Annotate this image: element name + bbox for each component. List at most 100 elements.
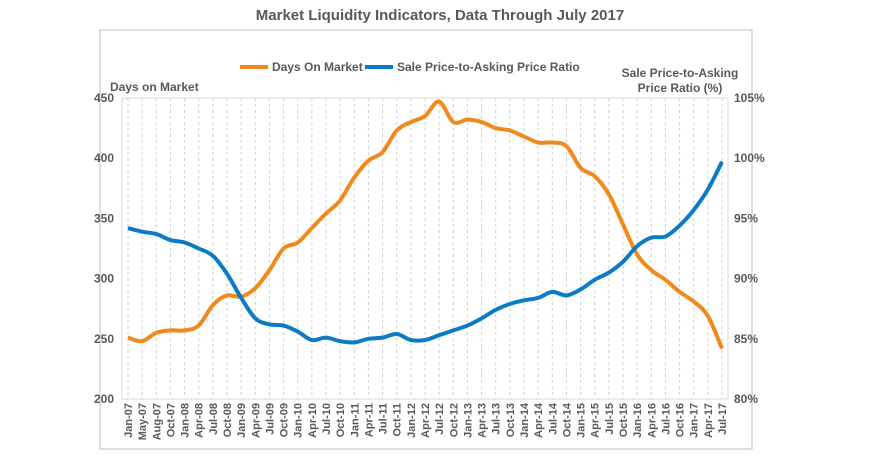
price-ratio-point xyxy=(141,231,143,233)
x-tick-label: Oct-11 xyxy=(392,403,404,437)
price-ratio-point xyxy=(212,255,214,257)
x-tick-label: Oct-16 xyxy=(675,403,687,437)
x-tick-label: Jul-13 xyxy=(491,403,503,435)
price-ratio-point xyxy=(127,227,129,229)
days-on-market-point xyxy=(650,269,652,271)
left-axis-label: Days on Market xyxy=(110,80,199,94)
days-on-market-point xyxy=(254,287,256,289)
price-ratio-point xyxy=(382,337,384,339)
right-tick-label: 100% xyxy=(734,151,765,165)
x-tick-label: Jan-14 xyxy=(519,402,531,438)
days-on-market-point xyxy=(438,101,440,103)
price-ratio-point xyxy=(608,272,610,274)
x-tick-label: Jul-12 xyxy=(434,403,446,435)
x-tick-label: Oct-10 xyxy=(335,403,347,437)
x-tick-label: Apr-10 xyxy=(307,403,319,438)
days-on-market-point xyxy=(382,151,384,153)
price-ratio-point xyxy=(396,333,398,335)
x-tick-label: May-07 xyxy=(137,403,149,440)
days-on-market-point xyxy=(353,176,355,178)
right-tick-label: 105% xyxy=(734,91,765,105)
price-ratio-point xyxy=(169,239,171,241)
days-on-market-point xyxy=(608,193,610,195)
price-ratio-point xyxy=(353,341,355,343)
price-ratio-point xyxy=(551,291,553,293)
price-ratio-point xyxy=(367,338,369,340)
days-on-market-point xyxy=(622,223,624,225)
price-ratio-point xyxy=(679,225,681,227)
price-ratio-point xyxy=(339,340,341,342)
x-tick-label: Jul-10 xyxy=(321,403,333,435)
x-tick-label: Apr-15 xyxy=(590,403,602,438)
days-on-market-point xyxy=(636,254,638,256)
days-on-market-point xyxy=(311,227,313,229)
days-on-market-point xyxy=(580,167,582,169)
days-on-market-point xyxy=(141,340,143,342)
x-tick-label: Jul-15 xyxy=(604,403,616,435)
days-on-market-point xyxy=(495,127,497,129)
x-tick-label: Apr-11 xyxy=(363,403,375,437)
days-on-market-point xyxy=(396,130,398,132)
x-tick-label: Jan-15 xyxy=(576,403,588,438)
days-on-market-point xyxy=(339,199,341,201)
left-tick-label: 400 xyxy=(94,151,114,165)
days-on-market-point xyxy=(509,130,511,132)
price-ratio-point xyxy=(155,233,157,235)
price-ratio-point xyxy=(636,245,638,247)
x-tick-label: Jul-09 xyxy=(264,403,276,435)
price-ratio-point xyxy=(466,325,468,327)
days-on-market-point xyxy=(226,294,228,296)
days-on-market-point xyxy=(721,347,723,349)
x-tick-label: Jan-07 xyxy=(123,403,135,438)
right-tick-label: 95% xyxy=(734,211,758,225)
days-on-market-point xyxy=(565,145,567,147)
price-ratio-point xyxy=(438,334,440,336)
price-ratio-point xyxy=(622,261,624,263)
price-ratio-point xyxy=(198,248,200,249)
price-ratio-point xyxy=(523,299,525,301)
days-on-market-point xyxy=(198,325,200,327)
days-on-market-point xyxy=(707,315,709,317)
left-tick-label: 450 xyxy=(94,91,114,105)
x-tick-label: Apr-17 xyxy=(703,403,715,438)
days-on-market-point xyxy=(452,121,454,123)
price-ratio-point xyxy=(268,323,270,325)
days-on-market-point xyxy=(410,121,412,123)
price-ratio-point xyxy=(509,303,511,305)
price-ratio-point xyxy=(325,337,327,339)
price-ratio-point xyxy=(226,273,228,275)
x-tick-label: Oct-14 xyxy=(561,402,573,437)
days-on-market-point xyxy=(481,121,483,123)
x-tick-label: Apr-08 xyxy=(194,403,206,438)
x-tick-label: Jan-08 xyxy=(180,403,192,438)
x-tick-label: Apr-12 xyxy=(420,403,432,438)
days-on-market-point xyxy=(693,300,695,302)
x-tick-label: Jul-16 xyxy=(660,403,672,435)
price-ratio-point xyxy=(452,329,454,331)
x-tick-label: Aug-07 xyxy=(151,403,163,440)
x-tick-label: Oct-15 xyxy=(618,403,630,437)
x-tick-label: Apr-09 xyxy=(250,403,262,438)
days-on-market-point xyxy=(466,119,468,121)
price-ratio-point xyxy=(495,309,497,311)
x-tick-label: Oct-08 xyxy=(222,403,234,437)
price-ratio-point xyxy=(707,189,709,191)
x-tick-label: Jul-17 xyxy=(717,403,729,435)
price-ratio-point xyxy=(693,209,695,211)
price-ratio-point xyxy=(240,297,242,299)
days-on-market-point xyxy=(283,248,285,249)
x-tick-label: Jul-11 xyxy=(378,403,390,434)
x-tick-label: Jan-17 xyxy=(689,403,701,438)
price-ratio-point xyxy=(664,235,666,237)
days-on-market-point xyxy=(551,142,553,144)
days-on-market-point xyxy=(537,142,539,144)
x-tick-label: Oct-07 xyxy=(165,403,177,437)
days-on-market-point xyxy=(184,329,186,331)
price-ratio-point xyxy=(283,325,285,327)
x-tick-label: Jan-13 xyxy=(462,403,474,438)
price-ratio-point xyxy=(580,288,582,290)
price-ratio-point xyxy=(650,237,652,239)
price-ratio-point xyxy=(410,339,412,341)
price-ratio-point xyxy=(594,279,596,281)
right-tick-label: 85% xyxy=(734,332,758,346)
